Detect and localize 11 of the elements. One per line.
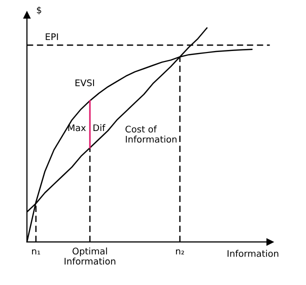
x-tick-label: Optimal Information: [64, 248, 116, 265]
annotation: Max: [68, 124, 86, 132]
annotation: Dif: [94, 124, 106, 132]
annotation: EVSI: [76, 79, 94, 86]
text: Cost of: [126, 126, 157, 133]
text: Information: [228, 250, 278, 257]
x-axis-title: Information: [126, 136, 177, 143]
y-axis-title: $: [36, 6, 42, 15]
ref-line-label: EPI: [46, 33, 58, 40]
x-tick-label: n₁: [32, 249, 40, 254]
x-tick-label: n₂: [176, 249, 184, 254]
